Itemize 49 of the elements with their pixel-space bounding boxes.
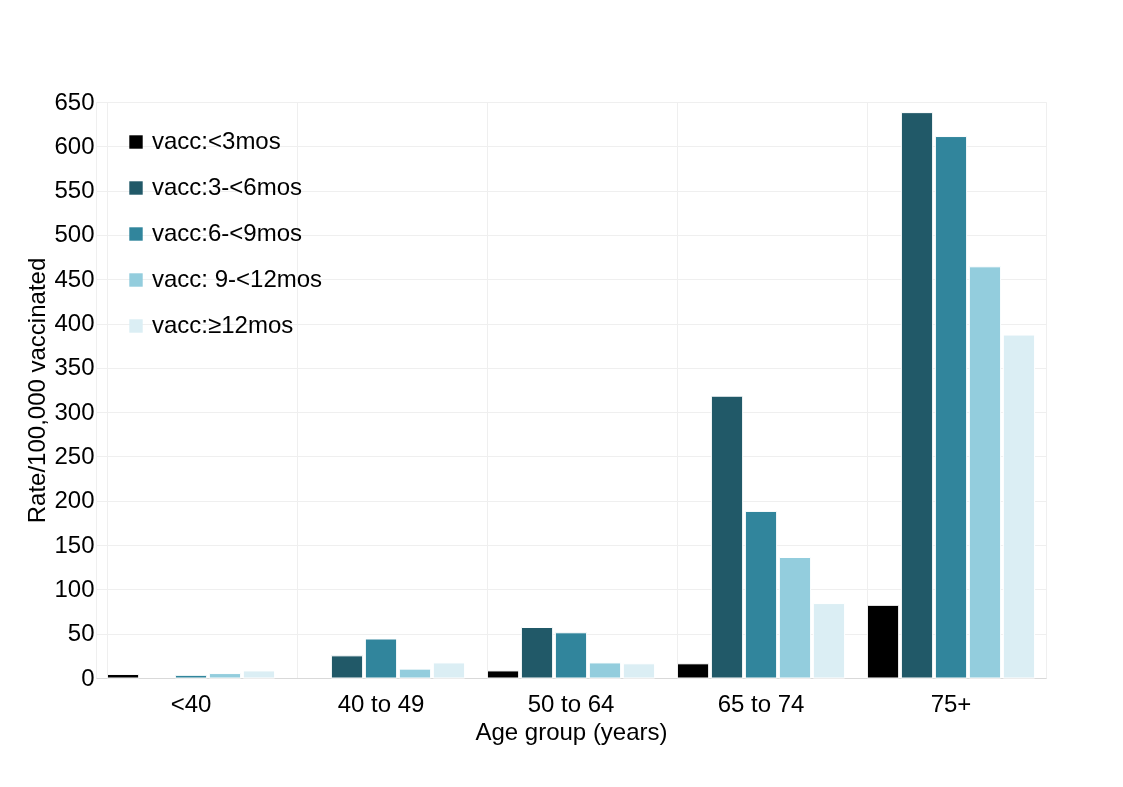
bar xyxy=(398,668,432,679)
legend-label: vacc:3-<6mos xyxy=(152,173,303,200)
bar xyxy=(900,112,934,679)
legend-label: vacc:<3mos xyxy=(152,127,281,154)
bar xyxy=(812,603,846,679)
legend-label: vacc: 9-<12mos xyxy=(152,265,323,292)
bar xyxy=(432,662,466,679)
x-tick-label: 40 to 49 xyxy=(337,689,425,717)
bar xyxy=(934,136,968,679)
x-axis-title: Age group (years) xyxy=(475,717,668,745)
bar xyxy=(106,673,140,679)
y-axis-title: Rate/100,000 vaccinated xyxy=(23,257,51,524)
x-tick-label: 65 to 74 xyxy=(717,689,805,717)
bar xyxy=(778,556,812,679)
bar xyxy=(744,510,778,679)
y-tick-label: 250 xyxy=(54,441,95,469)
bar xyxy=(968,266,1002,679)
bar xyxy=(486,670,520,679)
bar xyxy=(554,632,588,679)
y-tick-label: 0 xyxy=(81,663,95,691)
y-tick-label: 50 xyxy=(67,619,95,647)
y-tick-label: 150 xyxy=(54,530,95,558)
bar xyxy=(866,604,900,679)
bar xyxy=(520,626,554,679)
x-tick-label: 50 to 64 xyxy=(527,689,615,717)
y-tick-label: 300 xyxy=(54,397,95,425)
y-tick-label: 600 xyxy=(54,131,95,159)
x-tick-label: <40 xyxy=(170,689,212,717)
bar xyxy=(676,663,710,679)
legend-label: vacc:≥12mos xyxy=(152,311,294,338)
y-tick-label: 550 xyxy=(54,176,95,204)
bar xyxy=(1002,334,1036,679)
y-tick-label: 200 xyxy=(54,486,95,514)
y-tick-label: 400 xyxy=(54,309,95,337)
bar xyxy=(622,663,656,679)
bar xyxy=(242,670,276,679)
bar xyxy=(588,662,622,679)
y-tick-label: 350 xyxy=(54,353,95,381)
bar xyxy=(208,673,242,679)
x-tick-label: 75+ xyxy=(930,689,972,717)
bar xyxy=(330,655,364,679)
legend-label: vacc:6-<9mos xyxy=(152,219,303,246)
y-tick-label: 500 xyxy=(54,220,95,248)
bar xyxy=(364,638,398,679)
y-tick-label: 650 xyxy=(54,87,95,115)
bar xyxy=(174,674,208,679)
bar xyxy=(710,395,744,679)
y-tick-label: 100 xyxy=(54,574,95,602)
y-tick-label: 450 xyxy=(54,264,95,292)
